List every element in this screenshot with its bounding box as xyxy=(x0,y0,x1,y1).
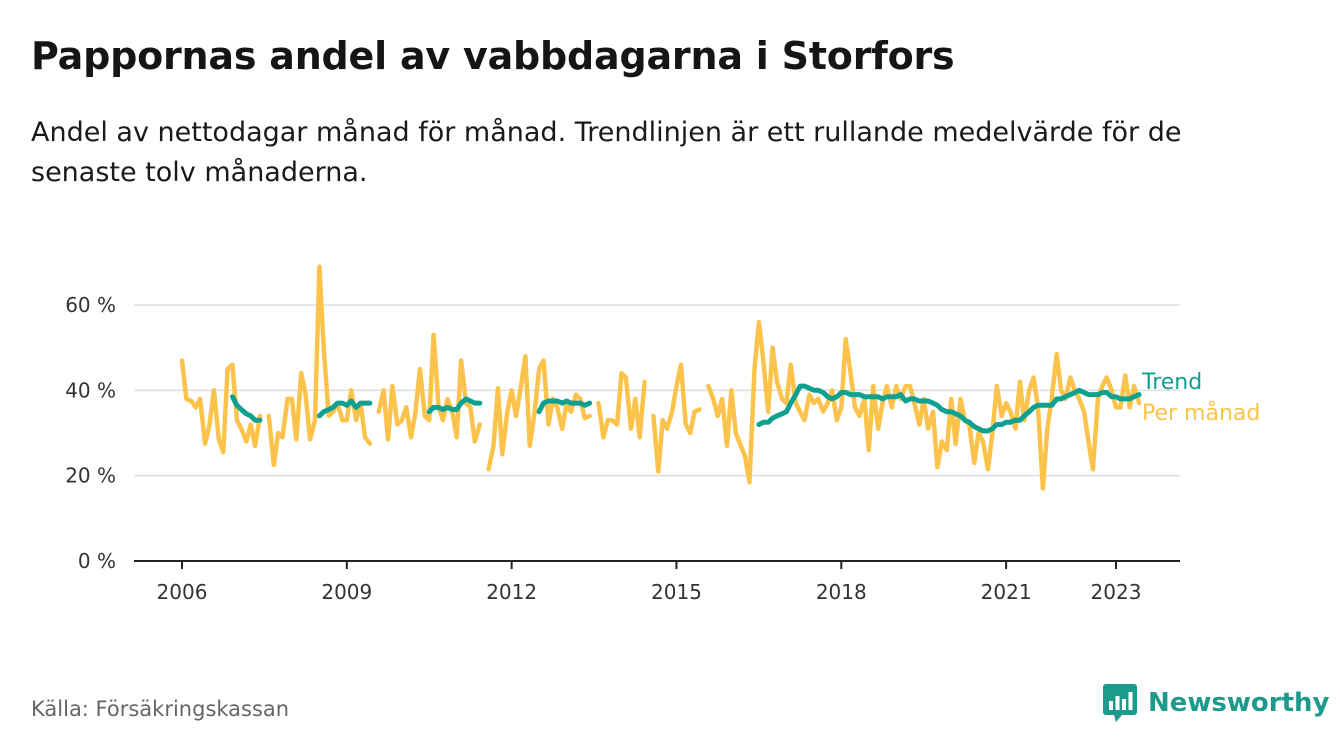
x-tick-label: 2021 xyxy=(981,580,1032,604)
newsworthy-logo[interactable]: Newsworthy xyxy=(1102,683,1329,723)
x-tick-label: 2018 xyxy=(816,580,867,604)
x-tick-label: 2006 xyxy=(157,580,208,604)
legend: Trend Per månad xyxy=(1141,370,1260,426)
trend-line xyxy=(230,383,1142,434)
axes: 0 % 20 % 40 % 60 % 2006 2009 2012 2015 2018 2021 2… xyxy=(65,293,1180,604)
x-tick-label: 2015 xyxy=(651,580,702,604)
legend-trend-label: Trend xyxy=(1141,370,1202,395)
legend-monthly-label: Per månad xyxy=(1142,400,1260,426)
newsworthy-icon xyxy=(1103,684,1137,722)
x-tick-label: 2023 xyxy=(1091,580,1142,604)
grid-lines xyxy=(134,304,1180,477)
y-tick-label: 0 % xyxy=(78,549,116,573)
brand-name: Newsworthy xyxy=(1148,688,1330,718)
y-tick-label: 60 % xyxy=(65,293,116,317)
chart-subtitle: Andel av nettodagar månad för månad. Tre… xyxy=(31,117,1182,188)
y-tick-label: 20 % xyxy=(65,464,116,488)
x-tick-label: 2012 xyxy=(486,580,537,604)
chart-title: Pappornas andel av vabbdagarna i Storfor… xyxy=(31,34,955,78)
y-tick-label: 40 % xyxy=(65,378,116,402)
source-note: Källa: Försäkringskassan xyxy=(31,697,290,721)
series-lines xyxy=(179,264,1142,491)
x-tick-label: 2009 xyxy=(321,580,372,604)
monthly-line xyxy=(179,264,1142,491)
